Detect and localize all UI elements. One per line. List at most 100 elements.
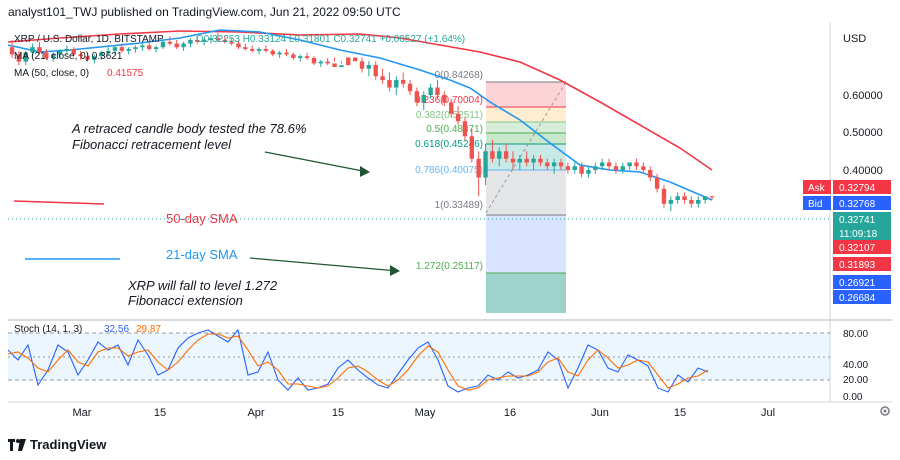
annotation-sma21: 21-day SMA	[166, 247, 238, 262]
fib-label-7: 1.272(0.25117)	[416, 261, 483, 272]
price-tick-1: 0.50000	[843, 127, 883, 139]
candle-body	[188, 40, 193, 44]
price-badge-bg	[833, 240, 891, 254]
fib-zone-7	[486, 273, 566, 313]
candle-body	[99, 52, 104, 57]
candle-body	[668, 200, 674, 204]
time-tick-15b: 15	[332, 407, 344, 419]
retrace-arrow-head	[360, 166, 370, 177]
candle-body	[208, 38, 214, 40]
candle-body	[119, 47, 124, 51]
candle-body	[517, 158, 523, 163]
candle-body	[435, 87, 440, 95]
candle-body	[661, 188, 667, 204]
stoch-k-value: 32.56	[104, 324, 129, 335]
candle-body	[304, 56, 310, 58]
price-badges: Ask 0.32794 Bid 0.32768 0.32741 11:09:18 0.321…	[803, 180, 891, 304]
candle-body	[44, 52, 49, 58]
price-badge-value: 0.32768	[839, 199, 876, 210]
candle-body	[133, 47, 138, 49]
price-badge: 0.32107	[833, 240, 891, 254]
candle-body	[140, 45, 145, 48]
time-tick-15a: 15	[154, 407, 166, 419]
candles	[9, 32, 715, 212]
price-badge: 0.31893	[833, 257, 891, 271]
tradingview-logo-icon	[8, 438, 26, 451]
price-badge-value: 0.32107	[839, 243, 876, 254]
candle-body	[497, 151, 502, 159]
price-badge-bg	[833, 290, 891, 304]
time-tick-jul: Jul	[761, 407, 775, 419]
price-badge-bg	[833, 212, 891, 226]
fib-label-3: 0.5(0.48871)	[426, 124, 483, 135]
candle-body	[593, 166, 598, 170]
candle-body	[373, 65, 378, 77]
fall-arrow-head	[390, 265, 400, 276]
candle-body	[421, 95, 426, 103]
candle-body	[613, 166, 619, 170]
fibonacci-zone	[485, 81, 567, 313]
price-badge-label-bg	[803, 196, 831, 210]
candle-body	[641, 166, 646, 170]
main-pane	[8, 22, 830, 318]
stoch-d-line	[7, 333, 709, 391]
price-badge-bg	[833, 196, 891, 210]
price-badge: Ask 0.32794	[803, 180, 891, 194]
annotation-fall-line2: Fibonacci extension	[128, 293, 243, 308]
candle-body	[620, 166, 625, 170]
time-tick-jun: Jun	[591, 407, 609, 419]
ma50-line	[7, 30, 713, 171]
candle-body	[565, 166, 571, 170]
candle-body	[490, 151, 495, 159]
candle-body	[9, 47, 15, 55]
candle-body	[469, 136, 474, 159]
fib-trend-line	[485, 81, 567, 214]
fib-zone-0	[486, 82, 566, 107]
fib-label-1: 0.236(0.70004)	[415, 95, 483, 106]
candle-body	[291, 54, 296, 58]
gear-icon[interactable]	[880, 406, 890, 416]
candle-body	[160, 41, 166, 48]
fib-zone-5	[486, 170, 566, 215]
candle-body	[545, 162, 550, 167]
publish-header: analyst101_TWJ published on TradingView.…	[8, 5, 401, 19]
candle-body	[78, 54, 83, 57]
candle-body	[400, 80, 406, 84]
price-badge-bg	[833, 226, 891, 240]
fib-label-4: 0.618(0.45246)	[415, 139, 483, 150]
candle-body	[23, 52, 28, 62]
candle-body	[256, 49, 262, 51]
candle-body	[298, 56, 303, 58]
legend-ma21: MA (21, close, 0) 0.3621	[14, 51, 123, 62]
candle-body	[449, 102, 454, 114]
candle-body	[346, 57, 351, 66]
candle-body	[263, 49, 269, 51]
candle-body	[50, 54, 56, 58]
candle-body	[174, 43, 179, 48]
fib-zone-3	[486, 133, 566, 144]
candle-body	[153, 47, 159, 49]
tradingview-logo[interactable]: TradingView	[8, 437, 106, 452]
stoch-tick-80: 80.00	[843, 329, 868, 340]
candle-body	[181, 43, 186, 48]
stoch-tick-40: 40.00	[843, 360, 868, 371]
currency-label: USD	[843, 33, 866, 45]
candle-body	[64, 49, 70, 51]
annotation-fall-line1: XRP will fall to level 1.272	[127, 278, 278, 293]
price-badge-label: Ask	[808, 183, 826, 194]
price-badge-value: 0.26921	[839, 278, 876, 289]
candle-body	[572, 166, 577, 170]
retrace-arrow	[264, 151, 369, 173]
candle-body	[16, 54, 22, 62]
time-tick-mar: Mar	[73, 407, 92, 419]
price-badge-value: 0.31893	[839, 260, 876, 271]
price-badge-label: Bid	[808, 199, 822, 210]
candle-body	[510, 158, 516, 163]
price-badge: Bid 0.32768	[803, 196, 891, 210]
candle-body	[600, 162, 605, 167]
price-badge-bg	[833, 180, 891, 194]
candle-body	[524, 158, 529, 163]
candle-body	[147, 45, 152, 49]
candle-body	[201, 40, 207, 42]
candle-body	[634, 162, 639, 167]
